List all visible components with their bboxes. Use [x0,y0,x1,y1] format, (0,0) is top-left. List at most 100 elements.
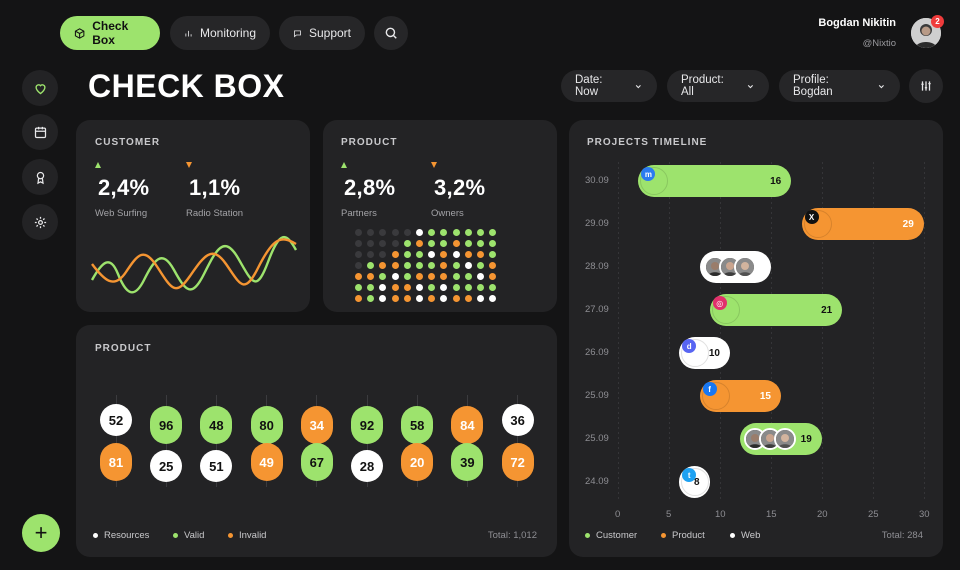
instagram-icon: ◎ [712,296,727,310]
matrix-dot [477,251,484,258]
matrix-dot [391,273,399,280]
legend-item: Customer [585,530,637,541]
icon-ring [681,339,710,367]
timeline-bar-value: 10 [708,347,720,359]
matrix-dot [428,284,436,291]
value-bubble[interactable]: 96 [150,406,183,444]
matrix-dot [452,273,460,280]
matrix-dot [403,229,411,236]
matrix-dot [428,251,436,258]
matrix-dot [379,229,387,236]
grid-line [669,162,670,502]
value-bubble[interactable]: 80 [250,406,283,444]
value-bubble[interactable]: 48 [200,406,233,444]
matrix-dot [391,229,399,236]
value-bubble[interactable]: 20 [401,443,434,481]
matrix-dot [464,273,472,280]
x-tick-label: 15 [766,509,777,520]
card-title: CUSTOMER [95,137,161,148]
timeline-chart: 0 5 10 15 20 25 30 30.09 16 m 29.09 29 X 28.09 27.09 21… [569,120,943,557]
value-bubble[interactable]: 49 [250,443,283,481]
stat-label: Partners [341,208,377,219]
date-filter-dropdown[interactable]: Date: Now [561,70,657,102]
add-button[interactable]: + [22,514,60,552]
matrix-dot [464,240,472,247]
matrix-dot [452,295,460,302]
value-bubble[interactable]: 36 [501,404,534,436]
matrix-dot [416,284,423,291]
sliders-icon [921,81,931,91]
sidebar-item-settings[interactable] [22,204,58,240]
user-name: Bogdan Nikitin [818,17,896,29]
search-button[interactable] [374,16,408,50]
icon-ring [681,468,710,496]
tab-support[interactable]: Support [279,16,365,50]
value-bubble[interactable]: 39 [451,443,484,481]
filter-settings-button[interactable] [909,69,943,103]
sidebar-item-awards[interactable] [22,159,58,195]
value-bubble[interactable]: 81 [100,443,132,481]
value-bubble[interactable]: 25 [150,450,183,482]
legend-dot [173,533,178,538]
icon-ring [711,296,740,324]
twitter-icon: t [682,468,697,482]
product-filter-dropdown[interactable]: Product: All [667,70,769,102]
total-label: Total: 1,012 [487,530,537,541]
matrix-dot [355,273,362,280]
value-bubble[interactable]: 84 [451,406,484,444]
sidebar-item-calendar[interactable] [22,114,58,150]
value-bubble[interactable]: 67 [300,443,333,481]
grid-line [618,162,619,502]
sidebar-item-favorites[interactable] [22,70,58,106]
trend-up-icon [341,162,347,168]
card-title: PRODUCT [95,343,152,354]
matrix-dot [440,262,448,269]
legend-item: Invalid [228,530,266,541]
matrix-dot [416,273,423,280]
matrix-dot [403,251,411,258]
matrix-dot [403,295,411,302]
value-bubble[interactable]: 51 [200,450,233,482]
customer-card: CUSTOMER 2,4% Web Surfing 1,1% Radio Sta… [76,120,310,312]
grid-line [822,162,823,502]
value-bubble[interactable]: 34 [300,406,333,444]
stat-value: 2,4% [98,175,150,200]
legend-label: Web [741,530,761,541]
matrix-dot [440,229,448,236]
wave-line-orange [91,238,297,290]
value-bubble[interactable]: 52 [100,404,132,436]
matrix-dot [416,251,423,258]
timeline-date-label: 30.09 [585,175,609,186]
heart-icon [34,83,46,94]
legend-item: Product [661,530,705,541]
cube-icon [74,27,85,39]
dot-matrix [355,229,525,302]
value-bubble[interactable]: 28 [351,450,383,482]
timeline-bar-value: 16 [770,175,782,187]
value-bubble[interactable]: 58 [401,406,434,444]
grid-line [873,162,874,502]
matrix-dot [477,262,484,269]
value-bubble[interactable]: 72 [501,443,534,481]
page-title: CHECK BOX [88,68,285,104]
tab-monitoring[interactable]: Monitoring [170,16,270,50]
profile-filter-dropdown[interactable]: Profile: Bogdan [779,70,900,102]
legend-item: Resources [93,530,149,541]
chevron-down-icon [879,84,885,88]
matrix-dot [416,240,423,247]
tab-check-box[interactable]: Check Box [60,16,160,50]
facebook-icon: f [702,382,717,396]
icon-ring [803,210,832,238]
discord-icon: d [682,339,697,353]
timeline-date-label: 26.09 [585,347,609,358]
card-title: PROJECTS TIMELINE [587,137,708,148]
grid-line [924,162,925,502]
value-bubble[interactable]: 92 [351,406,383,444]
matrix-dot [355,251,362,258]
matrix-dot [477,284,484,291]
trend-up-icon [95,162,101,168]
tab-label: Monitoring [199,26,256,40]
legend-item: Valid [173,530,204,541]
matrix-dot [355,240,362,247]
timeline-date-label: 29.09 [585,218,609,229]
